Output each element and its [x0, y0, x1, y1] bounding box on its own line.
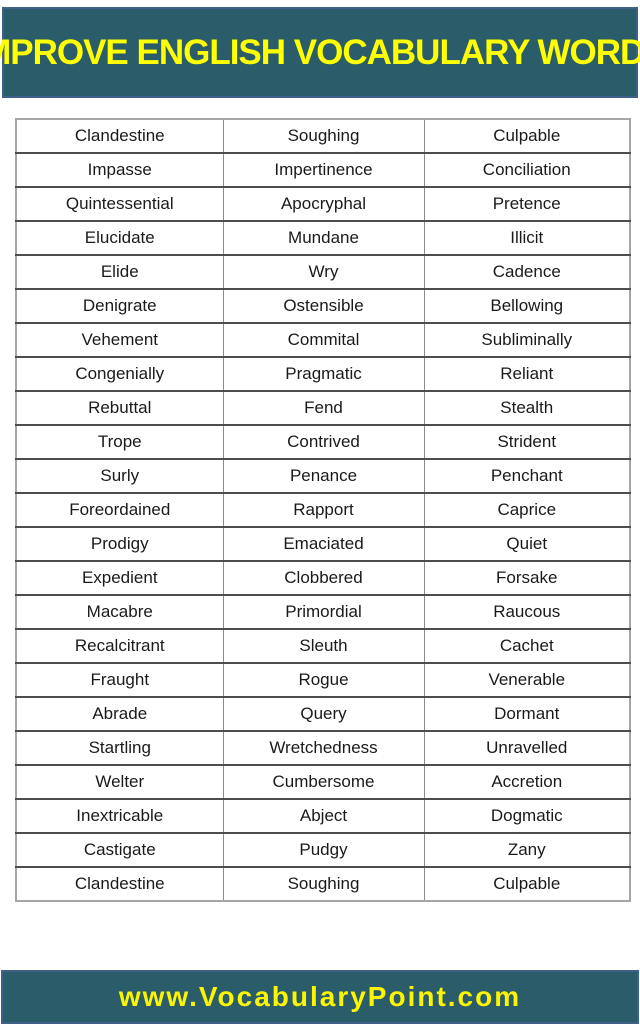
word-cell: Pudgy: [222, 832, 424, 867]
word-cell: Bellowing: [423, 288, 630, 323]
word-cell: Sleuth: [222, 628, 424, 663]
word-cell: Clandestine: [74, 126, 165, 145]
word-cell: Rapport: [222, 492, 424, 527]
table-row: Prodigy Emaciated Quiet: [16, 526, 630, 561]
word-cell: Recalcitrant: [16, 628, 223, 663]
word-cell: Castigate: [16, 832, 223, 867]
footer-banner: www.VocabularyPoint.com: [1, 970, 639, 1024]
word-cell: Primordial: [222, 594, 424, 629]
word-cell: Culpable: [423, 119, 630, 153]
word-cell: Accretion: [423, 764, 630, 799]
word-cell: Ostensible: [222, 288, 424, 323]
word-cell: Dormant: [423, 696, 630, 731]
table-row: Impasse Impertinence Conciliation: [16, 152, 630, 187]
word-cell: Strident: [423, 424, 630, 459]
word-cell: Impasse: [16, 152, 223, 187]
word-cell: Raucous: [423, 594, 630, 629]
table-row: Clandestine Soughing Culpable: [16, 866, 630, 901]
word-cell: Apocryphal: [222, 186, 424, 221]
word-cell: Inextricable: [16, 798, 223, 833]
word-cell: Venerable: [423, 662, 630, 697]
word-cell: Rogue: [222, 662, 424, 697]
word-cell: Elucidate: [16, 220, 223, 255]
table-row: Foreordained Rapport Caprice: [16, 492, 630, 527]
word-cell: Soughing: [222, 119, 424, 153]
word-cell: Fend: [222, 390, 424, 425]
word-cell: Clandestine: [16, 866, 223, 901]
word-cell: Welter: [16, 764, 223, 799]
word-cell: Stealth: [423, 390, 630, 425]
word-cell: Cumbersome: [222, 764, 424, 799]
table-row: Inextricable Abject Dogmatic: [16, 798, 630, 833]
word-cell: Quiet: [423, 526, 630, 561]
table-row: Welter Cumbersome Accretion: [16, 764, 630, 799]
word-cell: Congenially: [16, 356, 223, 391]
table-row: Vehement Commital Subliminally: [16, 322, 630, 357]
table-row: Rebuttal Fend Stealth: [16, 390, 630, 425]
word-cell: Caprice: [423, 492, 630, 527]
word-cell: Culpable: [423, 866, 630, 901]
word-cell: Unravelled: [423, 730, 630, 765]
title-banner: IMPROVE ENGLISH VOCABULARY WORDS: [0, 7, 640, 98]
table-row: Elucidate Mundane Illicit: [16, 220, 630, 255]
word-table: Clandestine Soughing Culpable Impasse Impert…: [15, 118, 631, 902]
word-cell: Zany: [423, 832, 630, 867]
table-row: Congenially Pragmatic Reliant: [16, 356, 630, 391]
footer-website-url: www.VocabularyPoint.com: [118, 981, 522, 1012]
word-cell: Forsake: [423, 560, 630, 595]
word-cell: Pragmatic: [222, 356, 424, 391]
word-cell: Illicit: [423, 220, 630, 255]
word-cell: Impertinence: [222, 152, 424, 187]
word-cell: Abject: [222, 798, 424, 833]
table-row: Recalcitrant Sleuth Cachet: [16, 628, 630, 663]
table-row: Fraught Rogue Venerable: [16, 662, 630, 697]
table-row: Abrade Query Dormant: [16, 696, 630, 731]
word-cell: Commital: [222, 322, 424, 357]
word-cell: Cadence: [423, 254, 630, 289]
word-cell: Soughing: [222, 866, 424, 901]
word-cell: Clobbered: [222, 560, 424, 595]
word-cell: Fraught: [16, 662, 223, 697]
word-cell: Expedient: [16, 560, 223, 595]
word-cell: Penance: [222, 458, 424, 493]
word-cell: Wry: [222, 254, 424, 289]
table-row: Surly Penance Penchant: [16, 458, 630, 493]
word-cell: Dogmatic: [423, 798, 630, 833]
table-row: Startling Wretchedness Unravelled: [16, 730, 630, 765]
word-cell: Quintessential: [16, 186, 223, 221]
word-cell: Query: [222, 696, 424, 731]
word-cell: Foreordained: [16, 492, 223, 527]
word-cell: Macabre: [16, 594, 223, 629]
word-cell: Startling: [16, 730, 223, 765]
word-cell: Rebuttal: [16, 390, 223, 425]
table-row: Castigate Pudgy Zany: [16, 832, 630, 867]
word-cell: Contrived: [222, 424, 424, 459]
table-row: Clandestine Soughing Culpable: [16, 119, 630, 153]
word-cell: Vehement: [16, 322, 223, 357]
table-row: Denigrate Ostensible Bellowing: [16, 288, 630, 323]
page-title: IMPROVE ENGLISH VOCABULARY WORDS: [0, 32, 640, 72]
word-cell: Pretence: [423, 186, 630, 221]
word-cell: Mundane: [222, 220, 424, 255]
word-cell: Trope: [16, 424, 223, 459]
word-cell: Abrade: [16, 696, 223, 731]
vocabulary-table: Clandestine Soughing Culpable Impasse Impert…: [15, 118, 631, 902]
word-cell: Conciliation: [423, 152, 630, 187]
word-cell: Emaciated: [222, 526, 424, 561]
word-cell: Subliminally: [423, 322, 630, 357]
table-row: Elide Wry Cadence: [16, 254, 630, 289]
word-cell: Elide: [16, 254, 223, 289]
table-row: Macabre Primordial Raucous: [16, 594, 630, 629]
word-cell: Wretchedness: [222, 730, 424, 765]
table-row: Trope Contrived Strident: [16, 424, 630, 459]
word-cell: Surly: [16, 458, 223, 493]
table-row: Expedient Clobbered Forsake: [16, 560, 630, 595]
word-cell: Prodigy: [16, 526, 223, 561]
word-cell: Denigrate: [16, 288, 223, 323]
word-cell: Cachet: [423, 628, 630, 663]
word-cell: Penchant: [423, 458, 630, 493]
word-cell: Reliant: [423, 356, 630, 391]
table-row: Quintessential Apocryphal Pretence: [16, 186, 630, 221]
